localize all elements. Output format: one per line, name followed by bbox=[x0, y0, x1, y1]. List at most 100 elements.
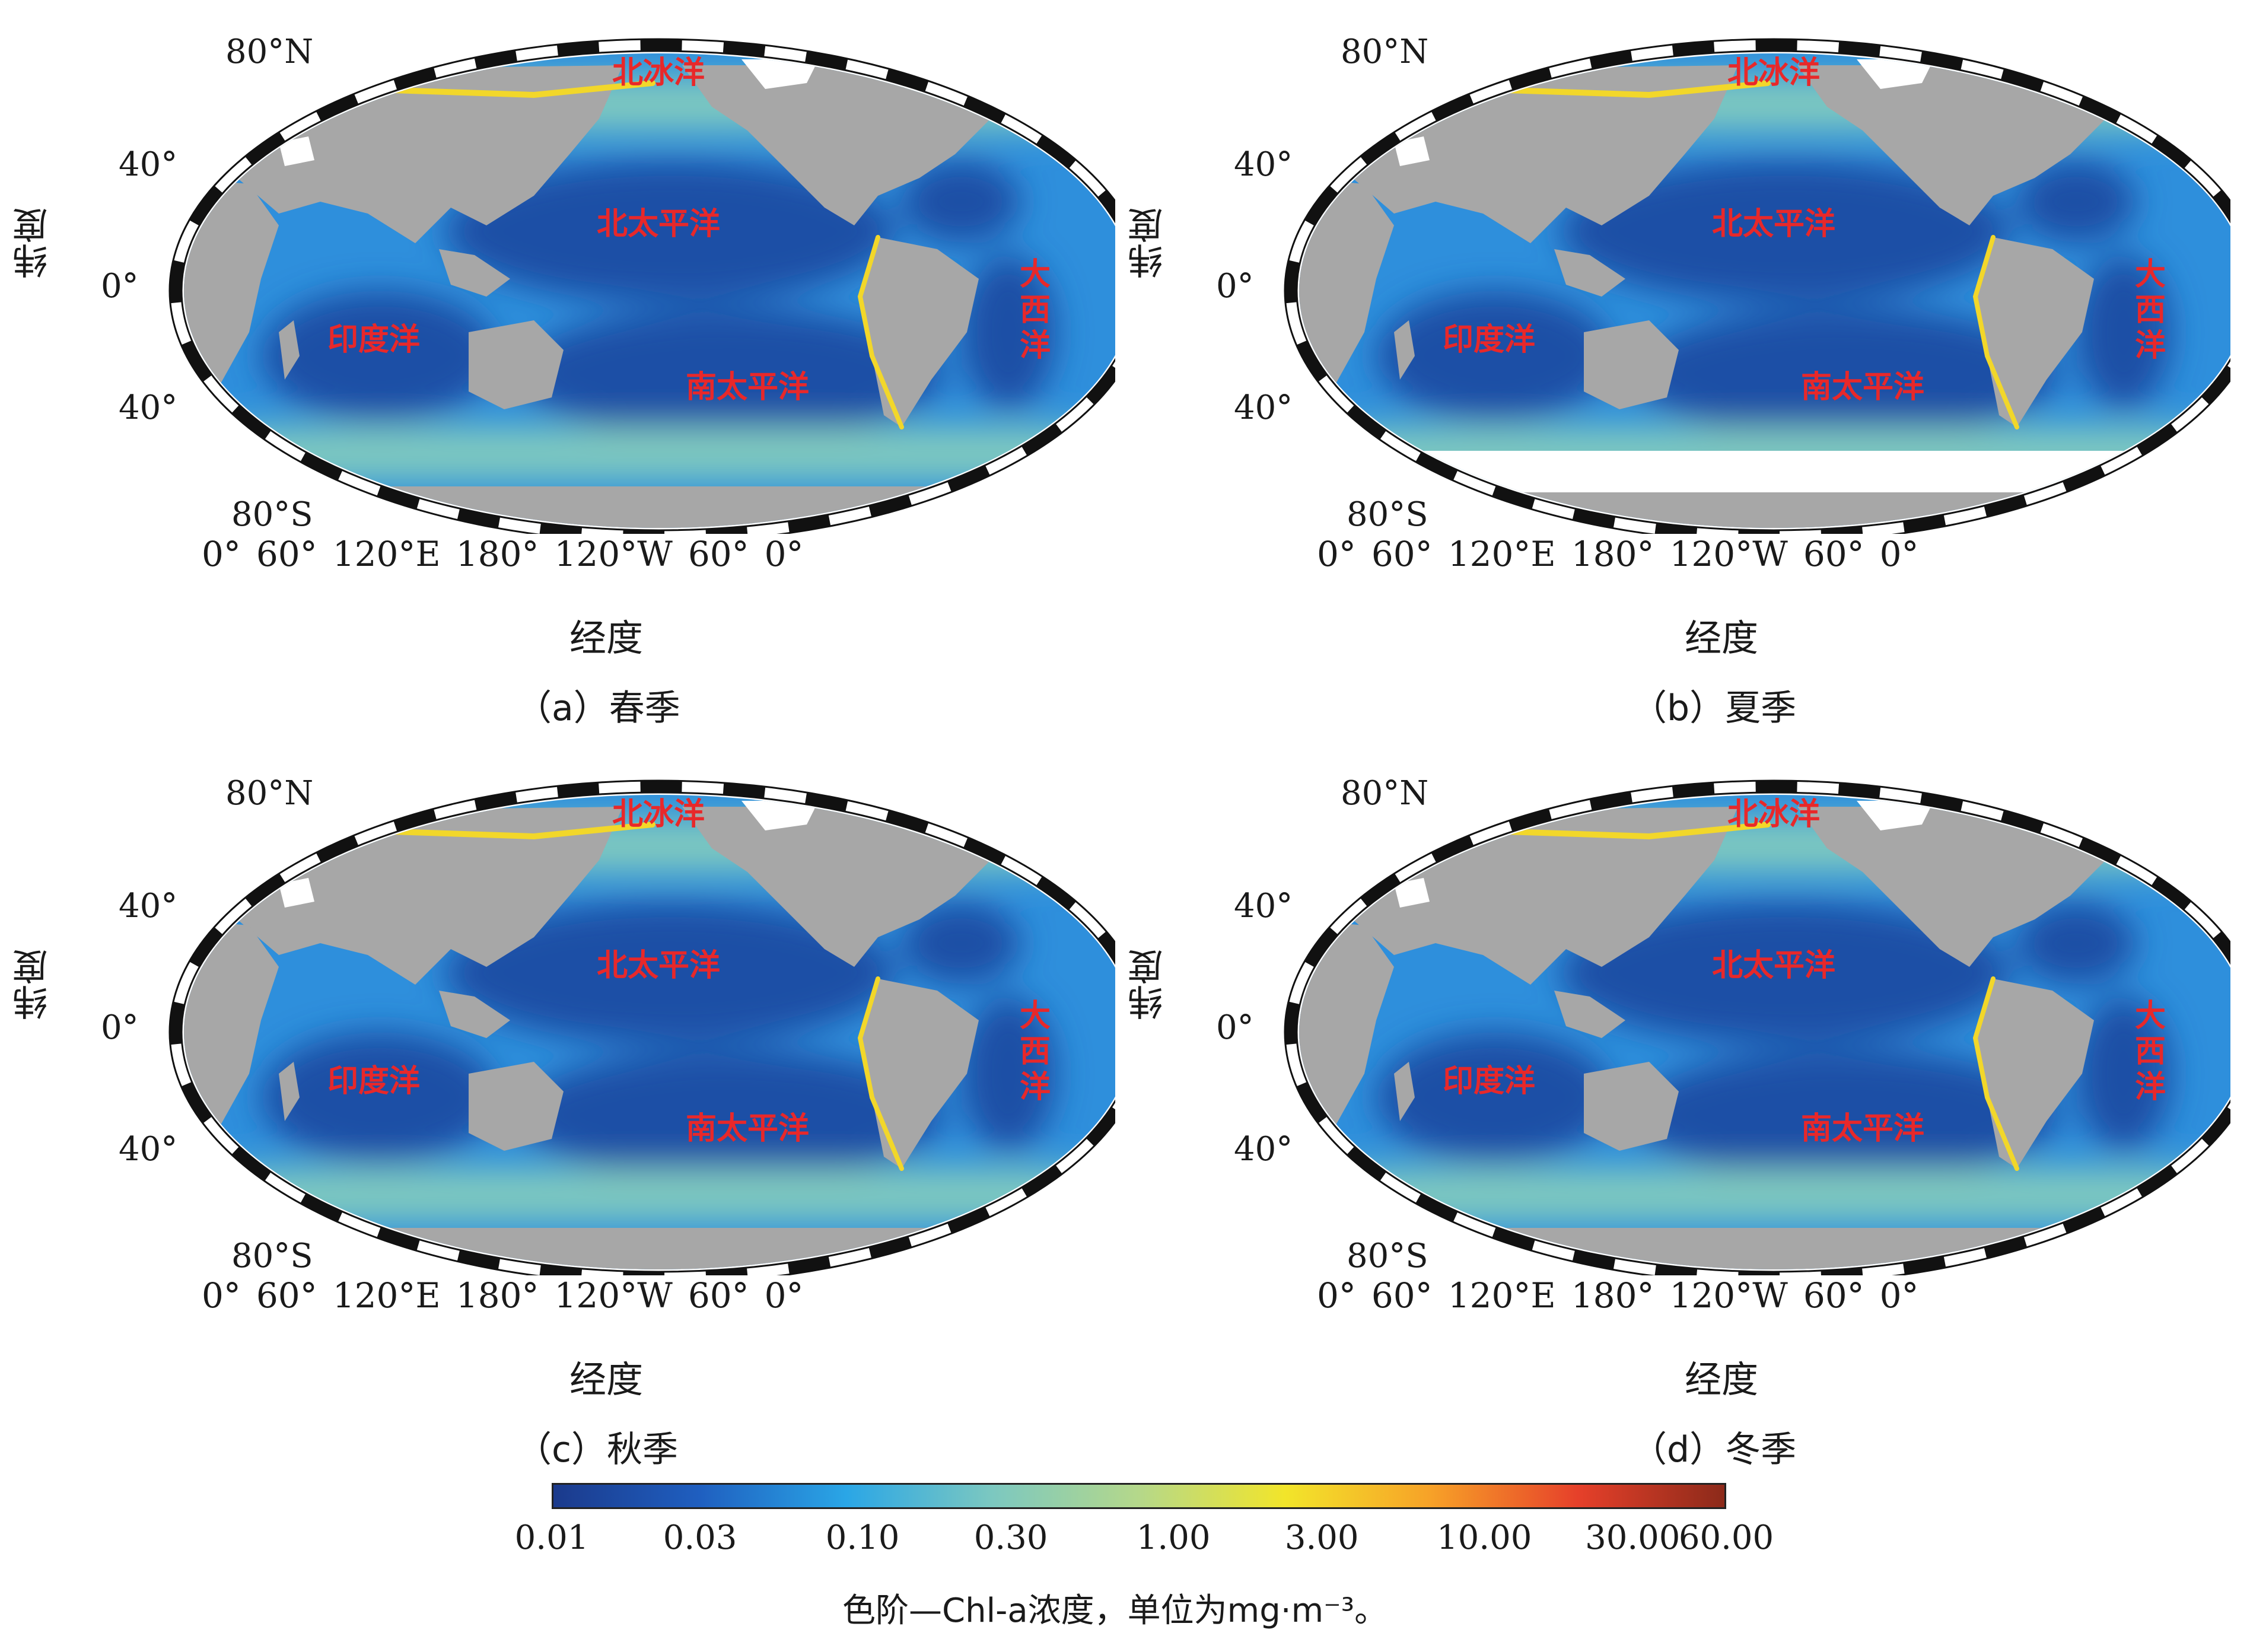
latitude-tick-label: 40° bbox=[1234, 389, 1293, 427]
longitude-tick-labels: 0° 60° 120°E 180° 120°W 60° 0° bbox=[1317, 534, 2029, 574]
latitude-tick-label: 0° bbox=[1216, 1008, 1254, 1047]
longitude-tick-label: 60° bbox=[1803, 1275, 1864, 1316]
colorbar-tick-label: 60.00 bbox=[1678, 1519, 1774, 1557]
north-pacific-label: 北太平洋 bbox=[1712, 948, 1835, 983]
map-frame bbox=[170, 781, 1115, 1275]
indian-ocean-label: 印度洋 bbox=[1443, 322, 1535, 358]
atlantic-ocean-label: 洋 bbox=[1020, 328, 1051, 364]
longitude-tick-labels: 0° 60° 120°E 180° 120°W 60° 0° bbox=[202, 1275, 914, 1316]
longitude-axis-label: 经度 bbox=[1685, 616, 1759, 660]
longitude-axis-label: 经度 bbox=[1685, 1358, 1759, 1401]
north-pacific-label: 北太平洋 bbox=[597, 948, 720, 983]
latitude-tick-label: 0° bbox=[101, 267, 139, 305]
longitude-tick-label: 0° bbox=[202, 534, 241, 574]
longitude-tick-label: 120°E bbox=[1447, 1275, 1556, 1316]
longitude-tick-label: 120°W bbox=[1669, 534, 1788, 574]
latitude-axis-label: 纬度 bbox=[1128, 949, 1169, 1020]
latitude-tick-label: 40° bbox=[1234, 1130, 1293, 1169]
latitude-tick-label: 80°N bbox=[225, 33, 314, 71]
longitude-axis-label: 经度 bbox=[569, 1358, 644, 1401]
longitude-tick-label: 0° bbox=[1317, 1275, 1356, 1316]
latitude-tick-label: 80°S bbox=[231, 495, 313, 534]
longitude-tick-label: 120°E bbox=[332, 1275, 441, 1316]
longitude-tick-label: 60° bbox=[256, 1275, 317, 1316]
colorbar-tick-label: 0.01 bbox=[514, 1519, 589, 1557]
arctic-ocean-label: 北冰洋 bbox=[1727, 55, 1820, 91]
colorbar-tick-label: 0.03 bbox=[663, 1519, 737, 1557]
atlantic-ocean-label: 大 bbox=[1020, 998, 1051, 1034]
map-panel-summer: 北冰洋 北太平洋 南太平洋 印度洋 大西洋 80°N 40° 0° 40° 80°S 纬度 0° 60°… bbox=[1115, 0, 2230, 736]
latitude-tick-label: 80°N bbox=[1341, 774, 1429, 813]
south-pacific-label: 南太平洋 bbox=[1801, 370, 1924, 405]
longitude-tick-label: 60° bbox=[1371, 534, 1433, 574]
longitude-tick-label: 120°E bbox=[332, 534, 441, 574]
latitude-tick-label: 40° bbox=[119, 887, 178, 925]
latitude-tick-label: 0° bbox=[101, 1008, 139, 1047]
latitude-tick-label: 80°S bbox=[1347, 1237, 1428, 1275]
atlantic-ocean-label: 西 bbox=[2135, 292, 2166, 328]
longitude-tick-label: 60° bbox=[688, 1275, 749, 1316]
map-frame bbox=[170, 39, 1115, 534]
south-pacific-label: 南太平洋 bbox=[686, 370, 809, 405]
latitude-tick-label: 40° bbox=[1234, 887, 1293, 925]
longitude-tick-label: 180° bbox=[456, 534, 539, 574]
colorbar-tick-label: 3.00 bbox=[1284, 1519, 1359, 1557]
atlantic-ocean-label: 西 bbox=[1020, 292, 1051, 328]
colorbar-tick-label: 0.30 bbox=[973, 1519, 1048, 1557]
latitude-tick-label: 80°S bbox=[231, 1237, 313, 1275]
indian-ocean-label: 印度洋 bbox=[1443, 1064, 1535, 1099]
atlantic-ocean-label: 大 bbox=[1020, 257, 1051, 292]
indian-ocean-label: 印度洋 bbox=[327, 1064, 420, 1099]
panel-caption: （b）夏季 bbox=[1631, 687, 1797, 729]
map-panel-winter: 北冰洋北太平洋南太平洋 印度洋 大西洋 80°N 40° 0° 40° 80°S 纬度 0° 60°… bbox=[1115, 741, 2230, 1477]
latitude-axis-label: 纬度 bbox=[12, 949, 54, 1020]
longitude-axis-label: 经度 bbox=[569, 616, 644, 660]
longitude-tick-label: 0° bbox=[1879, 534, 1919, 574]
colorbar-tick-label: 1.00 bbox=[1136, 1519, 1211, 1557]
panel-caption: （c）秋季 bbox=[516, 1429, 678, 1470]
atlantic-ocean-label: 西 bbox=[2135, 1034, 2166, 1069]
latitude-tick-label: 40° bbox=[119, 1130, 178, 1169]
latitude-tick-label: 80°N bbox=[1341, 33, 1429, 71]
longitude-tick-labels: 0° 60° 120°E 180° 120°W 60° 0° bbox=[1317, 1275, 2029, 1316]
longitude-tick-label: 120°E bbox=[1447, 534, 1556, 574]
atlantic-ocean-label: 大 bbox=[2135, 998, 2166, 1034]
colorbar-title: 色阶—Chl-a浓度，单位为mg·m⁻³。 bbox=[842, 1591, 1388, 1630]
latitude-tick-label: 40° bbox=[1234, 145, 1293, 184]
longitude-tick-label: 0° bbox=[1879, 1275, 1919, 1316]
longitude-tick-label: 120°W bbox=[554, 1275, 673, 1316]
south-pacific-label: 南太平洋 bbox=[1801, 1111, 1924, 1147]
longitude-tick-label: 60° bbox=[688, 534, 749, 574]
atlantic-ocean-label: 洋 bbox=[1020, 1069, 1051, 1105]
arctic-ocean-label: 北冰洋 bbox=[612, 55, 705, 91]
longitude-tick-label: 120°W bbox=[554, 534, 673, 574]
longitude-tick-label: 0° bbox=[202, 1275, 241, 1316]
map-panel-autumn: 北冰洋 北太平洋 南太平洋 印度洋 大西洋 80°N 40° 0° 40° 80°S 纬度 0° 60°… bbox=[0, 741, 1115, 1477]
latitude-tick-label: 0° bbox=[1216, 267, 1254, 305]
arctic-ocean-label: 北冰洋 bbox=[1727, 797, 1820, 832]
atlantic-ocean-label: 西 bbox=[1020, 1034, 1051, 1069]
longitude-tick-label: 0° bbox=[764, 1275, 804, 1316]
colorbar-tick-label: 10.00 bbox=[1437, 1519, 1532, 1557]
colorbar-tick-label: 30.00 bbox=[1585, 1519, 1681, 1557]
longitude-tick-label: 60° bbox=[256, 534, 317, 574]
longitude-tick-label: 180° bbox=[1571, 534, 1654, 574]
latitude-tick-label: 80°N bbox=[225, 774, 314, 813]
north-pacific-label: 北太平洋 bbox=[597, 206, 720, 242]
colorbar-tick-label: 0.10 bbox=[825, 1519, 900, 1557]
map-panel-spring: 北冰洋 北太平洋 南太平洋 印度洋 大西洋 80°N 40° 0° 40° 80°S 纬度 0° 60°… bbox=[0, 0, 1115, 736]
south-pacific-label: 南太平洋 bbox=[686, 1111, 809, 1147]
longitude-tick-label: 60° bbox=[1371, 1275, 1433, 1316]
atlantic-ocean-label: 大 bbox=[2135, 257, 2166, 292]
longitude-tick-label: 180° bbox=[1571, 1275, 1654, 1316]
longitude-tick-label: 0° bbox=[764, 534, 804, 574]
latitude-tick-label: 80°S bbox=[1347, 495, 1428, 534]
colorbar-gradient bbox=[552, 1483, 1726, 1509]
atlantic-ocean-label: 洋 bbox=[2135, 328, 2166, 364]
atlantic-ocean-label: 洋 bbox=[2135, 1069, 2166, 1105]
colorbar: 色阶—Chl-a浓度，单位为mg·m⁻³。 0.01 0.03 0.10 0.30 1.… bbox=[510, 1483, 1774, 1649]
panel-caption: （a）春季 bbox=[516, 687, 680, 729]
map-frame bbox=[1285, 781, 2230, 1275]
